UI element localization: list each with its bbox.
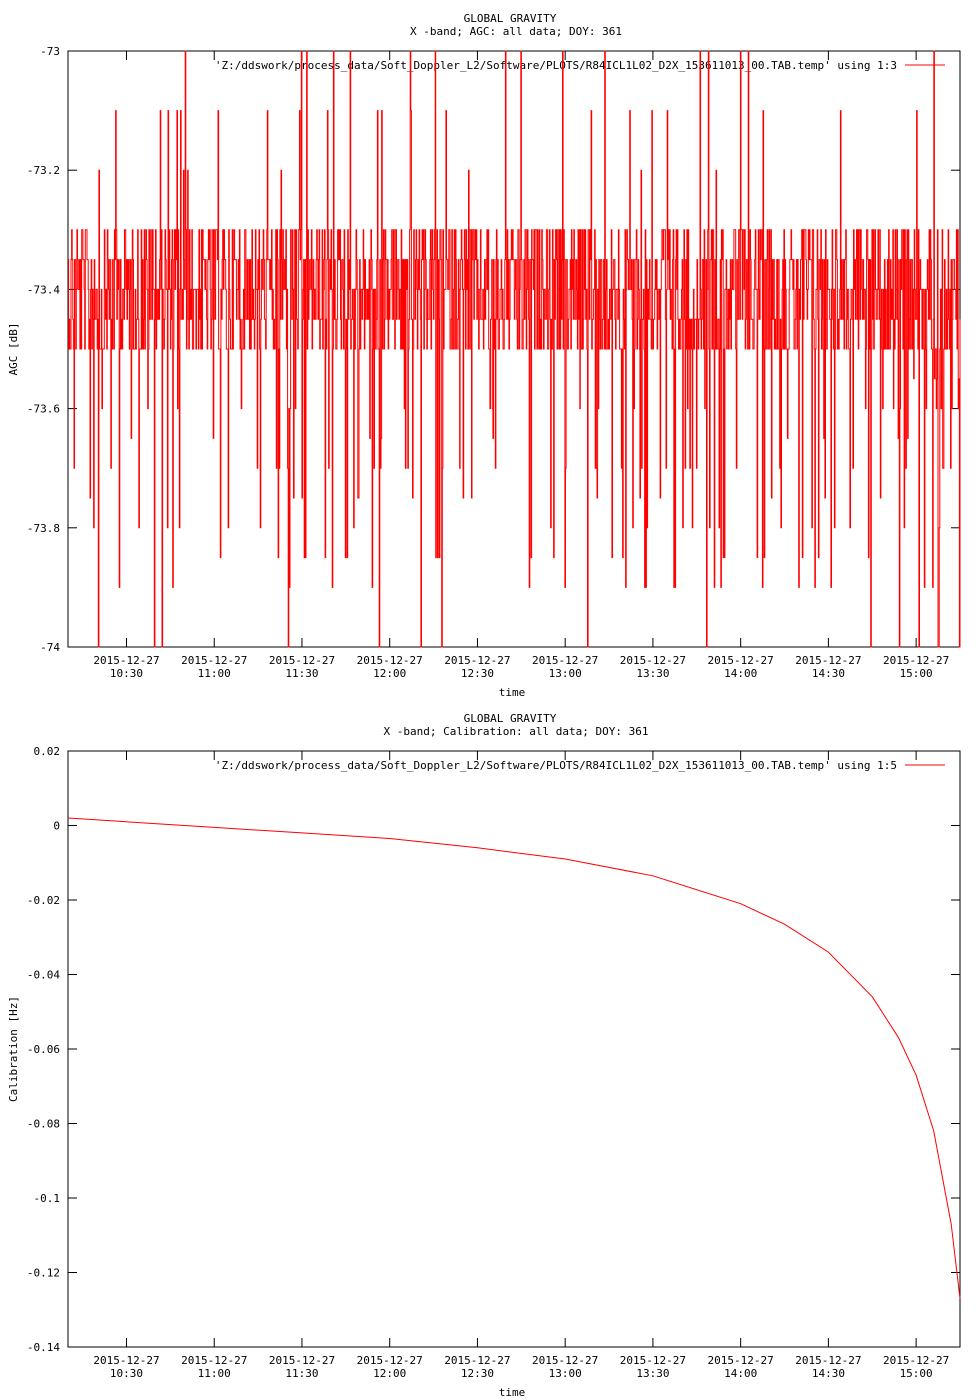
- x-tick-date-label: 2015-12-27: [532, 1354, 598, 1367]
- x-tick-time-label: 14:00: [724, 1367, 757, 1380]
- y-ticks: -73 -73.2 -73.4 -73.6 -73.8 -74: [27, 45, 960, 654]
- y-axis-label: AGC [dB]: [7, 323, 20, 376]
- chart-subtitle: X -band; Calibration: all data; DOY: 361: [384, 725, 649, 738]
- x-tick-time-label: 14:00: [724, 667, 757, 680]
- y-tick-label: -0.04: [27, 969, 60, 982]
- x-tick-date-label: 2015-12-27: [93, 1354, 159, 1367]
- x-axis-label: time: [499, 686, 526, 699]
- plot-frame: [67, 750, 961, 1348]
- x-tick-time-label: 12:30: [461, 667, 494, 680]
- y-tick-label: -0.06: [27, 1043, 60, 1056]
- y-ticks: 0.02 0 -0.02 -0.04 -0.06 -0.08 -0.1 -0.12 -0.14: [27, 745, 960, 1354]
- x-ticks: 2015-12-2710:302015-12-2711:002015-12-27…: [93, 751, 949, 1380]
- y-tick-label: 0: [53, 820, 60, 833]
- x-ticks: 2015-12-2710:302015-12-2711:002015-12-27…: [93, 51, 949, 680]
- x-tick-time-label: 12:00: [373, 1367, 406, 1380]
- legend-label: 'Z:/ddswork/process_data/Soft_Doppler_L2…: [215, 759, 897, 772]
- agc-chart: GLOBAL GRAVITY X -band; AGC: all data; D…: [7, 12, 961, 699]
- x-tick-date-label: 2015-12-27: [620, 1354, 686, 1367]
- x-tick-date-label: 2015-12-27: [883, 1354, 949, 1367]
- agc-trace: [68, 50, 961, 648]
- x-tick-date-label: 2015-12-27: [357, 1354, 423, 1367]
- y-tick-label: -0.1: [34, 1192, 61, 1205]
- y-tick-label: -0.02: [27, 894, 60, 907]
- chart-title: GLOBAL GRAVITY: [464, 12, 557, 25]
- x-tick-time-label: 11:00: [198, 1367, 231, 1380]
- y-tick-label: 0.02: [34, 745, 61, 758]
- series-1: [68, 50, 961, 648]
- chart-subtitle: X -band; AGC: all data; DOY: 361: [410, 25, 622, 38]
- series-1: [67, 817, 961, 1299]
- y-tick-label: -73.6: [27, 403, 60, 416]
- y-tick-label: -73.2: [27, 164, 60, 177]
- x-tick-date-label: 2015-12-27: [883, 654, 949, 667]
- x-tick-date-label: 2015-12-27: [532, 654, 598, 667]
- x-tick-time-label: 12:30: [461, 1367, 494, 1380]
- x-tick-time-label: 11:00: [198, 667, 231, 680]
- x-tick-time-label: 11:30: [285, 667, 318, 680]
- y-tick-label: -74: [40, 641, 60, 654]
- x-tick-time-label: 11:30: [285, 1367, 318, 1380]
- x-tick-date-label: 2015-12-27: [620, 654, 686, 667]
- x-tick-date-label: 2015-12-27: [181, 1354, 247, 1367]
- y-tick-label: -73: [40, 45, 60, 58]
- x-tick-date-label: 2015-12-27: [357, 654, 423, 667]
- x-tick-time-label: 10:30: [110, 667, 143, 680]
- x-tick-date-label: 2015-12-27: [269, 1354, 335, 1367]
- x-tick-time-label: 13:00: [549, 1367, 582, 1380]
- y-tick-label: -0.14: [27, 1341, 60, 1354]
- x-tick-time-label: 13:30: [636, 1367, 669, 1380]
- x-tick-time-label: 12:00: [373, 667, 406, 680]
- y-tick-label: -0.08: [27, 1118, 60, 1131]
- x-tick-date-label: 2015-12-27: [795, 654, 861, 667]
- x-tick-time-label: 13:30: [636, 667, 669, 680]
- chart-title: GLOBAL GRAVITY: [464, 712, 557, 725]
- x-tick-date-label: 2015-12-27: [444, 654, 510, 667]
- x-tick-date-label: 2015-12-27: [269, 654, 335, 667]
- legend-label: 'Z:/ddswork/process_data/Soft_Doppler_L2…: [215, 59, 897, 72]
- x-tick-date-label: 2015-12-27: [795, 1354, 861, 1367]
- y-axis-label: Calibration [Hz]: [7, 996, 20, 1102]
- x-tick-time-label: 14:30: [812, 1367, 845, 1380]
- calibration-chart: GLOBAL GRAVITY X -band; Calibration: all…: [7, 712, 961, 1399]
- y-tick-label: -73.4: [27, 283, 60, 296]
- x-tick-date-label: 2015-12-27: [93, 654, 159, 667]
- y-tick-label: -73.8: [27, 522, 60, 535]
- x-tick-time-label: 15:00: [900, 1367, 933, 1380]
- x-tick-time-label: 13:00: [549, 667, 582, 680]
- y-tick-label: -0.12: [27, 1267, 60, 1280]
- x-tick-date-label: 2015-12-27: [708, 654, 774, 667]
- x-tick-time-label: 15:00: [900, 667, 933, 680]
- x-axis-label: time: [499, 1386, 526, 1399]
- calibration-trace: [67, 817, 961, 1299]
- x-tick-time-label: 14:30: [812, 667, 845, 680]
- x-tick-date-label: 2015-12-27: [708, 1354, 774, 1367]
- x-tick-date-label: 2015-12-27: [444, 1354, 510, 1367]
- x-tick-date-label: 2015-12-27: [181, 654, 247, 667]
- x-tick-time-label: 10:30: [110, 1367, 143, 1380]
